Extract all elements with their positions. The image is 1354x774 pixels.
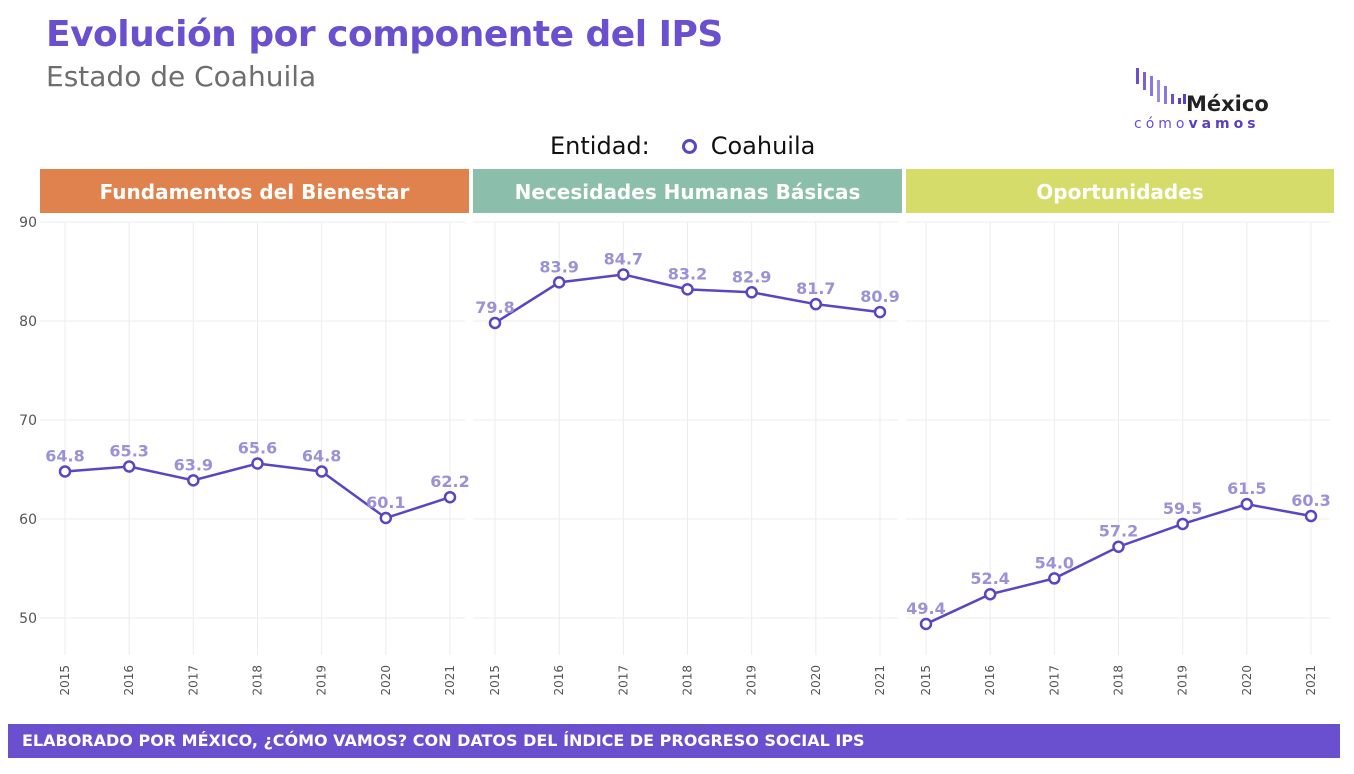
- x-tick-label: 2016: [983, 665, 997, 696]
- legend-marker-icon: [681, 138, 697, 154]
- mexico-como-vamos-logo: México cómovamos: [1134, 66, 1294, 136]
- facet-strip-label: Oportunidades: [1036, 180, 1203, 204]
- data-label: 64.8: [302, 446, 341, 465]
- data-label: 49.4: [906, 599, 945, 618]
- facet-strip: [40, 169, 469, 213]
- data-label: 83.2: [668, 264, 707, 283]
- data-label: 81.7: [796, 279, 835, 298]
- x-tick-label: 2017: [186, 665, 200, 696]
- source-footer: ELABORADO POR MÉXICO, ¿CÓMO VAMOS? CON D…: [8, 724, 1340, 758]
- data-point: [315, 465, 328, 478]
- x-tick-label: 2015: [919, 665, 933, 696]
- logo-bars-icon: [1136, 68, 1186, 104]
- chart-title: Evolución por componente del IPS: [46, 14, 723, 55]
- x-tick-label: 2020: [1240, 665, 1254, 696]
- data-label: 52.4: [970, 569, 1009, 588]
- data-label: 62.2: [430, 472, 469, 491]
- logo-text-vamos: vamos: [1188, 116, 1260, 132]
- y-tick-label: 60: [19, 512, 37, 528]
- data-label: 80.9: [860, 287, 899, 306]
- x-tick-label: 2016: [122, 665, 136, 696]
- data-label: 83.9: [539, 257, 578, 276]
- chart-subtitle: Estado de Coahuila: [46, 60, 317, 93]
- data-label: 63.9: [174, 455, 213, 474]
- x-tick-label: 2020: [809, 665, 823, 696]
- x-tick-label: 2021: [873, 665, 887, 696]
- data-label: 84.7: [604, 249, 643, 268]
- data-point: [122, 460, 136, 473]
- data-label: 57.2: [1099, 522, 1138, 541]
- data-point: [552, 276, 566, 289]
- data-point: [58, 465, 72, 478]
- x-tick-label: 2019: [745, 665, 759, 696]
- logo-text-como: cómo: [1134, 116, 1189, 132]
- data-point: [251, 457, 264, 470]
- legend-entry: Coahuila: [710, 132, 816, 160]
- data-label: 61.5: [1227, 479, 1266, 498]
- data-point: [488, 316, 502, 330]
- y-tick-label: 90: [19, 215, 37, 231]
- data-label: 60.1: [366, 493, 405, 512]
- data-label: 82.9: [732, 267, 771, 286]
- facet-strip: [473, 169, 902, 213]
- facet-strip-label: Necesidades Humanas Básicas: [515, 180, 861, 204]
- data-label: 64.8: [45, 446, 84, 465]
- x-tick-label: 2019: [1176, 665, 1190, 696]
- data-point: [443, 490, 457, 504]
- y-tick-label: 70: [19, 413, 37, 429]
- x-tick-label: 2017: [616, 665, 630, 696]
- data-point: [379, 511, 393, 525]
- legend: Entidad: Coahuila: [550, 132, 815, 160]
- data-label: 79.8: [475, 298, 514, 317]
- data-point: [1240, 497, 1254, 511]
- data-point: [983, 587, 997, 601]
- x-tick-label: 2018: [1112, 665, 1126, 696]
- data-point: [1176, 517, 1189, 531]
- x-tick-label: 2017: [1047, 665, 1061, 696]
- data-label: 65.6: [238, 439, 277, 458]
- data-label: 59.5: [1163, 499, 1202, 518]
- y-tick-label: 50: [19, 611, 37, 627]
- data-point: [187, 474, 200, 487]
- facet-strip-label: Fundamentos del Bienestar: [100, 180, 410, 204]
- data-point: [681, 283, 694, 296]
- data-point: [809, 297, 823, 311]
- x-tick-label: 2015: [488, 665, 502, 696]
- x-tick-label: 2018: [251, 665, 265, 696]
- x-tick-label: 2018: [681, 665, 695, 696]
- facet-strip: [906, 169, 1334, 213]
- x-tick-label: 2021: [1304, 665, 1318, 696]
- data-point: [745, 286, 758, 299]
- data-point: [1304, 509, 1318, 523]
- data-point: [873, 305, 887, 319]
- y-tick-label: 80: [19, 314, 37, 330]
- data-point: [1048, 572, 1061, 585]
- data-point: [1112, 540, 1125, 553]
- data-label: 60.3: [1291, 491, 1330, 510]
- x-tick-label: 2019: [315, 665, 329, 696]
- logo-text-mexico: México: [1186, 92, 1269, 116]
- logo-text-como-vamos: cómovamos: [1134, 116, 1260, 132]
- legend-title: Entidad:: [550, 132, 650, 160]
- data-label: 54.0: [1035, 553, 1074, 572]
- x-tick-label: 2021: [443, 665, 457, 696]
- x-tick-label: 2015: [58, 665, 72, 696]
- data-point: [919, 617, 933, 631]
- x-tick-label: 2020: [379, 665, 393, 696]
- data-point: [617, 268, 630, 281]
- data-label: 65.3: [109, 442, 148, 461]
- x-tick-label: 2016: [552, 665, 566, 696]
